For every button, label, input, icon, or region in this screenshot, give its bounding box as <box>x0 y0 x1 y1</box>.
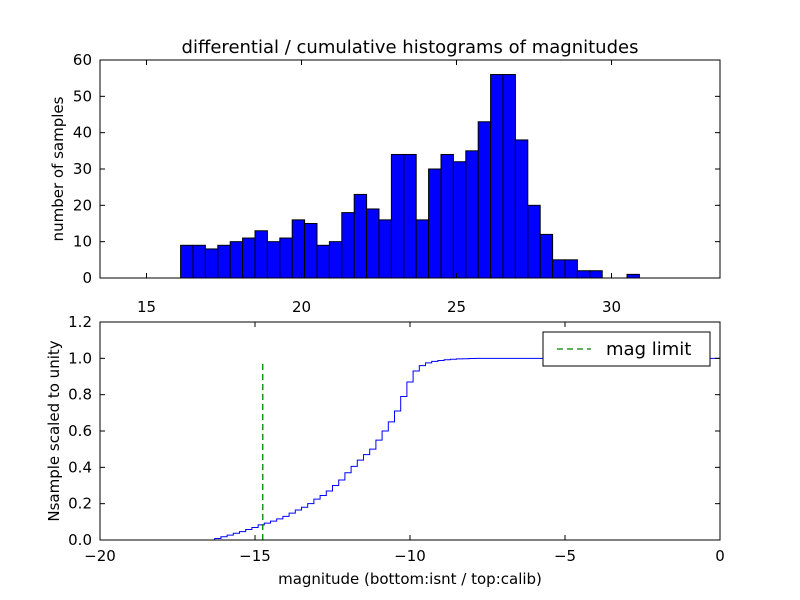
legend: mag limit <box>542 331 711 367</box>
histogram-bar <box>403 153 417 279</box>
histogram-y-tick-label: 40 <box>73 124 92 142</box>
histogram-bar <box>465 150 479 279</box>
histogram-bar <box>304 223 318 279</box>
histogram-y-tick-label: 60 <box>73 51 92 69</box>
histogram-x-tick-label: 25 <box>447 298 466 316</box>
cumulative-y-tick-label: 0.6 <box>68 422 92 440</box>
chart-title: differential / cumulative histograms of … <box>182 37 639 58</box>
cumulative-x-label: magnitude (bottom:isnt / top:calib) <box>278 570 542 588</box>
histogram-bar <box>192 244 206 279</box>
histogram-bar <box>353 193 368 279</box>
cumulative-x-tick-label: −20 <box>84 547 116 565</box>
histogram-bar <box>564 259 578 279</box>
histogram-bar <box>527 204 541 279</box>
cumulative-y-tick-label: 0.0 <box>68 531 92 549</box>
histogram-bar <box>291 219 306 279</box>
histogram-bar <box>229 241 244 279</box>
cumulative-x-tick-label: −5 <box>554 547 576 565</box>
histogram-bar <box>279 237 293 279</box>
histogram-bar <box>390 153 405 279</box>
histogram-bar <box>576 270 591 279</box>
histogram-bars <box>180 74 640 279</box>
histogram-y-tick-label: 10 <box>73 233 92 251</box>
cumulative-x-tick-label: 0 <box>715 547 725 565</box>
cumulative-x-tick-label: −15 <box>239 547 271 565</box>
histogram-bar <box>266 241 281 279</box>
histogram-bar <box>341 212 355 279</box>
histogram-bar <box>328 241 343 279</box>
cumulative-y-tick-label: 1.2 <box>68 313 92 331</box>
histogram-bar <box>366 208 380 279</box>
histogram-bar <box>254 230 268 279</box>
histogram-x-tick-label: 30 <box>602 298 621 316</box>
cumulative-axis-ticks: 0.0 0.2 0.4 0.6 0.8 1.0 1.2 −20 −15 −10 −5 0 <box>68 313 725 565</box>
histogram-bar <box>428 168 442 279</box>
legend-label-mag-limit: mag limit <box>606 339 691 360</box>
histogram-y-label: number of samples <box>49 96 67 241</box>
histogram-bar <box>477 121 492 279</box>
cumulative-y-tick-label: 0.4 <box>68 458 92 476</box>
cumulative-x-tick-label: −10 <box>394 547 426 565</box>
histogram-panel: differential / cumulative histograms of … <box>49 37 721 316</box>
cumulative-y-tick-label: 0.8 <box>68 386 92 404</box>
histogram-y-tick-label: 20 <box>73 196 92 214</box>
histogram-bar <box>217 244 231 279</box>
histogram-bar <box>490 74 504 279</box>
histogram-y-tick-label: 30 <box>73 160 92 178</box>
histogram-bar <box>378 219 392 279</box>
histogram-bar <box>626 273 640 279</box>
histogram-y-tick-label: 50 <box>73 87 92 105</box>
histogram-bar <box>502 74 516 279</box>
cumulative-step-line <box>100 357 721 541</box>
cumulative-axes-frame <box>99 321 721 541</box>
histogram-axis-ticks: 0 10 20 30 40 50 60 15 20 25 30 <box>73 51 720 316</box>
histogram-axes-frame <box>99 59 721 279</box>
histogram-bar <box>514 139 529 279</box>
histogram-x-tick-label: 20 <box>292 298 311 316</box>
cumulative-y-tick-label: 0.2 <box>68 495 92 513</box>
histogram-bar <box>452 161 467 279</box>
cumulative-y-label: Nsample scaled to unity <box>45 340 63 521</box>
histogram-bar <box>589 270 603 279</box>
histogram-bar <box>552 259 566 279</box>
cumulative-y-tick-label: 1.0 <box>68 349 92 367</box>
histogram-bar <box>316 244 330 279</box>
histogram-bar <box>204 248 219 279</box>
histogram-bar <box>415 219 430 279</box>
histogram-bar <box>440 153 454 279</box>
histogram-bar <box>539 233 554 279</box>
histogram-bar <box>180 244 194 279</box>
histogram-bar <box>242 237 256 279</box>
cumulative-panel: 0.0 0.2 0.4 0.6 0.8 1.0 1.2 −20 −15 −10 −5 0 magnit… <box>45 313 725 588</box>
histogram-y-tick-label: 0 <box>82 269 92 287</box>
histogram-x-tick-label: 15 <box>137 298 156 316</box>
